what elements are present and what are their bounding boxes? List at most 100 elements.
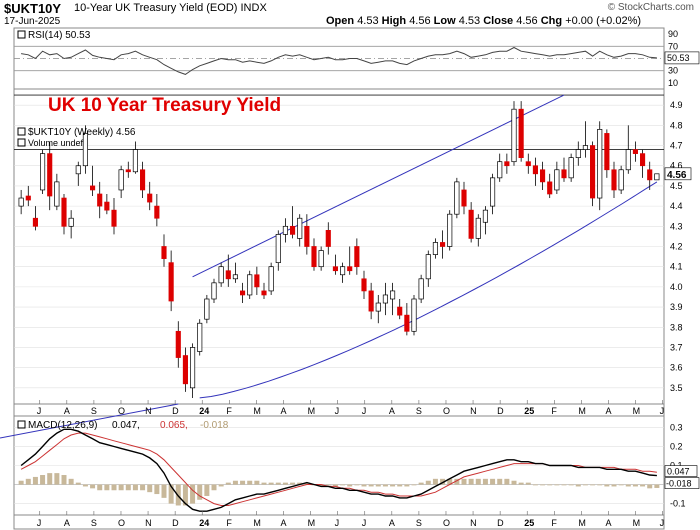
candle-body: [232, 274, 238, 280]
macd-hist-bar: [640, 484, 646, 487]
candle: [432, 238, 438, 259]
candle-body: [104, 201, 110, 211]
candle-body: [204, 298, 210, 320]
candle: [61, 194, 67, 235]
macd-hist-bar: [104, 484, 110, 491]
candle-body: [218, 266, 224, 284]
macd-hist-bar: [632, 484, 638, 487]
macd-hist-bar: [390, 484, 396, 487]
macd-hist-bar: [354, 484, 360, 486]
macd-hist-bar: [118, 484, 124, 491]
candle: [268, 262, 274, 295]
candle-body: [554, 169, 560, 191]
macd-legend-name: MACD(12,26,9): [28, 420, 97, 431]
x-axis-label-top: A: [389, 406, 395, 416]
channel-upper-line: [192, 94, 565, 278]
macd-hist-bar: [554, 484, 560, 486]
macd-hist-bar: [447, 478, 453, 485]
macd-hist-bar: [147, 484, 153, 493]
candle: [132, 141, 138, 174]
candle-body: [247, 274, 253, 296]
macd-hist-bar: [332, 484, 338, 487]
macd-hist-bar: [40, 475, 46, 485]
x-axis-label-bottom: J: [660, 518, 665, 528]
price-tick-label: 3.8: [670, 322, 683, 332]
candle-body: [475, 217, 481, 239]
candle: [311, 238, 317, 271]
x-axis-label-top: N: [470, 406, 477, 416]
macd-current-box: [664, 465, 698, 477]
rsi-current-box: [664, 51, 700, 65]
candle: [225, 254, 231, 287]
price-tick-label: 4.4: [670, 201, 683, 211]
price-legend-text: $UKT10Y (Weekly) 4.56: [28, 127, 136, 138]
volume-legend-text: Volume undef: [28, 138, 84, 148]
candle: [111, 198, 117, 235]
candle: [168, 250, 174, 312]
macd-hist-box: [664, 477, 700, 489]
x-axis-label-top: 24: [199, 406, 209, 416]
candle-body: [482, 209, 488, 223]
macd-legend-hist: -0.018: [200, 420, 229, 431]
candle-body: [118, 169, 124, 191]
macd-hist-bar: [232, 480, 238, 485]
candle-body: [454, 181, 460, 215]
candle: [232, 262, 238, 283]
candle: [632, 141, 638, 162]
macd-hist-bar: [361, 484, 367, 487]
candle: [40, 149, 46, 194]
candle-body: [497, 161, 503, 179]
ohlc-readout: Open 4.53 High 4.56 Low 4.53 Close 4.56 …: [326, 15, 642, 27]
candle-body: [368, 290, 374, 312]
macd-hist-bar: [597, 484, 603, 486]
candle-body: [190, 347, 196, 389]
macd-hist-bar: [111, 484, 117, 491]
x-axis-label-bottom: A: [605, 518, 611, 528]
candle-body: [511, 108, 517, 163]
candle: [482, 206, 488, 235]
candle-body: [304, 225, 310, 247]
macd-hist-bar: [282, 482, 288, 485]
chart-header: $UKT10Y 10-Year UK Treasury Yield (EOD) …: [0, 0, 700, 28]
macd-legend-signal: 0.065,: [160, 420, 188, 431]
macd-hist-bar: [75, 482, 81, 485]
price-tick-label: 4.6: [670, 161, 683, 171]
candle-body: [640, 153, 646, 167]
macd-hist-bar: [618, 484, 624, 486]
candle: [368, 282, 374, 320]
macd-legend: MACD(12,26,9) 0.047, 0.065, -0.018: [17, 420, 229, 431]
macd-signal-line: [20, 432, 657, 506]
macd-hist-bar: [568, 484, 574, 486]
candle-body: [382, 294, 388, 304]
x-axis-label-top: J: [335, 406, 340, 416]
x-axis-label-top: M: [578, 406, 586, 416]
candle: [218, 262, 224, 287]
candle: [425, 250, 431, 287]
macd-hist-bar: [268, 482, 274, 485]
x-axis-label-top: N: [145, 406, 152, 416]
macd-hist-bar: [304, 482, 310, 485]
candle: [325, 222, 331, 255]
candle: [247, 270, 253, 299]
price-tick-label: 3.6: [670, 363, 683, 373]
candle: [332, 254, 338, 275]
x-axis-label-top: J: [660, 406, 665, 416]
macd-hist-bar: [590, 484, 596, 486]
macd-current-label: 0.047: [667, 467, 690, 477]
candle: [647, 161, 653, 190]
candle-body: [82, 133, 88, 167]
x-axis-label-top: M: [633, 406, 641, 416]
x-axis-label-bottom: M: [578, 518, 586, 528]
macd-hist-bar: [540, 484, 546, 486]
x-axis-label-bottom: A: [64, 518, 70, 528]
x-axis-label-top: A: [64, 406, 70, 416]
candle-body: [468, 209, 474, 239]
candle: [54, 173, 60, 211]
channel-lower-line: [199, 181, 658, 399]
macd-hist-bar: [61, 475, 67, 485]
rsi-tick-label: 70: [668, 41, 678, 51]
candle: [554, 161, 560, 194]
candle: [454, 177, 460, 219]
macd-hist-bar: [411, 484, 417, 486]
candle: [575, 141, 581, 166]
